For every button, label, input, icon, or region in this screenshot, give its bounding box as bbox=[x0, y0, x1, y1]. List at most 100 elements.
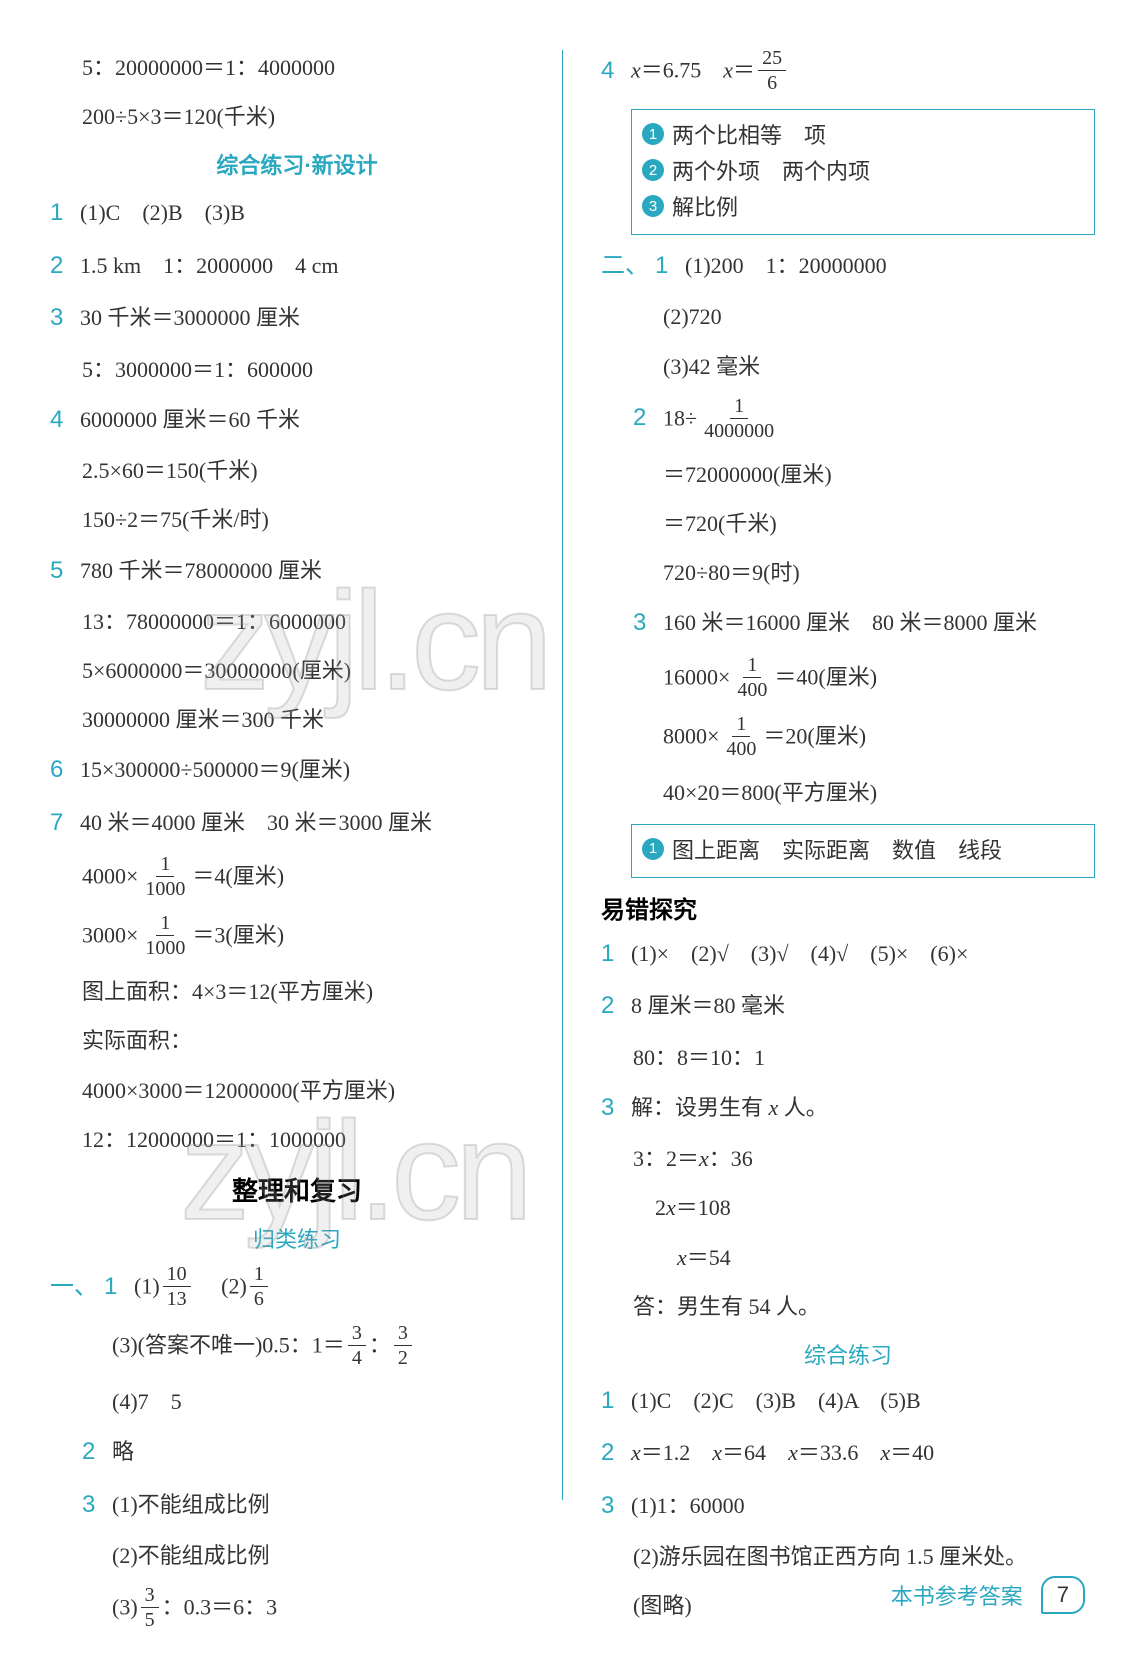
circled-number: 2 bbox=[642, 159, 664, 181]
text: (1)1：60000 bbox=[631, 1488, 1095, 1523]
text: 2.5×60＝150(千米) bbox=[82, 453, 544, 488]
box-line: 3解比例 bbox=[642, 190, 1084, 222]
text: 略 bbox=[112, 1434, 544, 1469]
numerator: 3 bbox=[141, 1585, 159, 1608]
text: (1)C (2)C (3)B (4)A (5)B bbox=[631, 1383, 1095, 1418]
denominator: 1000 bbox=[141, 877, 189, 899]
text: 图上距离 实际距离 数值 线段 bbox=[672, 833, 1002, 865]
text: 5：20000000＝1：4000000 bbox=[82, 50, 544, 85]
denominator: 1000 bbox=[141, 936, 189, 958]
item: 2 18÷14000000 bbox=[601, 398, 1095, 443]
item-number: 3 bbox=[601, 1487, 621, 1525]
item: 3 (1)1：60000 bbox=[601, 1487, 1095, 1525]
text: 答：男生有 54 人。 bbox=[633, 1289, 1095, 1324]
text: 两个外项 两个内项 bbox=[672, 154, 870, 186]
fraction: 1013 bbox=[163, 1264, 191, 1309]
text: 5：3000000＝1：600000 bbox=[82, 352, 544, 387]
heading: 综合练习·新设计 bbox=[50, 148, 544, 180]
sub-line: 图上面积：4×3＝12(平方厘米) bbox=[50, 974, 544, 1009]
sub-line: 5：3000000＝1：600000 bbox=[50, 352, 544, 387]
text: 图上面积：4×3＝12(平方厘米) bbox=[82, 974, 544, 1009]
item-number: 3 bbox=[633, 604, 653, 642]
text: ＝20(厘米) bbox=[763, 723, 866, 748]
sub-line: ＝72000000(厘米) bbox=[601, 457, 1095, 492]
text: 解：设男生有 x 人。 bbox=[631, 1090, 1095, 1125]
text: 2x＝108 bbox=[633, 1190, 1095, 1225]
box-line: 2 两个外项 两个内项 bbox=[642, 154, 1084, 186]
item-number: 1 bbox=[601, 935, 621, 973]
text: (3)35：0.3＝6：3 bbox=[112, 1587, 544, 1632]
text: 4000× bbox=[82, 864, 138, 889]
text: (1)1013 (2)16 bbox=[134, 1266, 544, 1311]
heading: 归类练习 bbox=[50, 1222, 544, 1254]
text: (1)C (2)B (3)B bbox=[80, 195, 544, 230]
sub-line: 2x＝108 bbox=[601, 1190, 1095, 1225]
sub-line: (3)42 毫米 bbox=[601, 349, 1095, 384]
page-number: 7 bbox=[1041, 1576, 1085, 1614]
text: (3)(答案不唯一)0.5：1＝34：32 bbox=[112, 1325, 544, 1370]
text: 18÷14000000 bbox=[663, 398, 1095, 443]
item: 330 千米＝3000000 厘米 bbox=[50, 299, 544, 337]
text: 80：8＝10：1 bbox=[633, 1040, 1095, 1075]
text: 8000× bbox=[663, 723, 719, 748]
text: x＝1.2 x＝64 x＝33.6 x＝40 bbox=[631, 1435, 1095, 1470]
sub-line: (2)游乐园在图书馆正西方向 1.5 厘米处。 bbox=[601, 1539, 1095, 1574]
text: (2) bbox=[221, 1274, 247, 1299]
numerator: 25 bbox=[758, 48, 786, 71]
item-number: 6 bbox=[50, 751, 70, 789]
fraction: 14000000 bbox=[700, 396, 778, 441]
item-number: 1 bbox=[601, 1382, 621, 1420]
item: 1 (1)C (2)C (3)B (4)A (5)B bbox=[601, 1382, 1095, 1420]
item-number: 2 bbox=[601, 1434, 621, 1472]
text: 解比例 bbox=[672, 190, 738, 222]
item-number: 1 bbox=[50, 194, 70, 232]
item: 3160 米＝16000 厘米 80 米＝8000 厘米 bbox=[601, 604, 1095, 642]
circled-number: 1 bbox=[642, 123, 664, 145]
text: 30000000 厘米＝300 千米 bbox=[82, 702, 544, 737]
sub-line: (2)不能组成比例 bbox=[50, 1538, 544, 1573]
item: 3(1)不能组成比例 bbox=[50, 1486, 544, 1524]
text: 12：12000000＝1：1000000 bbox=[82, 1122, 544, 1157]
text: ＝72000000(厘米) bbox=[663, 457, 1095, 492]
text: ＝40(厘米) bbox=[774, 664, 877, 689]
item: 1(1)× (2)√ (3)√ (4)√ (5)× (6)× bbox=[601, 935, 1095, 973]
sub-line: 13：78000000＝1：6000000 bbox=[50, 604, 544, 639]
circled-number: 1 bbox=[642, 838, 664, 860]
fraction: 1400 bbox=[722, 714, 760, 759]
text: 15×300000÷500000＝9(厘米) bbox=[80, 752, 544, 787]
item-number: 2 bbox=[50, 247, 70, 285]
text: 1.5 km 1：2000000 4 cm bbox=[80, 248, 544, 283]
text: 3：2＝x：36 bbox=[633, 1141, 1095, 1176]
numerator: 3 bbox=[394, 1323, 412, 1346]
heading: 易错探究 bbox=[601, 890, 1095, 925]
sub-line: 150÷2＝75(千米/时) bbox=[50, 502, 544, 537]
box-line: 1两个比相等 项 bbox=[642, 118, 1084, 150]
text: (2)不能组成比例 bbox=[112, 1538, 544, 1573]
sub-line: (2)720 bbox=[601, 299, 1095, 334]
numerator: 3 bbox=[348, 1323, 366, 1346]
numerator: 1 bbox=[250, 1264, 268, 1287]
frac-line: 8000×1400＝20(厘米) bbox=[601, 716, 1095, 761]
text: 5×6000000＝30000000(厘米) bbox=[82, 653, 544, 688]
sub-line: 30000000 厘米＝300 千米 bbox=[50, 702, 544, 737]
text: ＝3(厘米) bbox=[192, 923, 284, 948]
text: ： bbox=[369, 1333, 391, 1358]
denominator: 400 bbox=[722, 737, 760, 759]
text: (3) bbox=[112, 1595, 138, 1620]
text: (3)(答案不唯一)0.5：1＝ bbox=[112, 1333, 345, 1358]
frac-line: 16000×1400＝40(厘米) bbox=[601, 657, 1095, 702]
text: (1)200 1：20000000 bbox=[685, 248, 1095, 283]
summary-box: 1两个比相等 项 2 两个外项 两个内项 3解比例 bbox=[631, 109, 1095, 235]
text: 4000×11000＝4(厘米) bbox=[82, 856, 544, 901]
text: (2)720 bbox=[663, 299, 1095, 334]
text: 18÷ bbox=[663, 405, 697, 430]
page-container: 5：20000000＝1：4000000 200÷5×3＝120(千米) 综合练… bbox=[0, 0, 1145, 1560]
section-label: 一、 bbox=[50, 1268, 98, 1306]
box-line: 1 图上距离 实际距离 数值 线段 bbox=[642, 833, 1084, 865]
item-number: 5 bbox=[50, 552, 70, 590]
item-number: 1 bbox=[104, 1268, 124, 1306]
item: 1 (1)C (2)B (3)B bbox=[50, 194, 544, 232]
sub-line: 720÷80＝9(时) bbox=[601, 555, 1095, 590]
text: 13：78000000＝1：6000000 bbox=[82, 604, 544, 639]
section-one: 一、 1 (1)1013 (2)16 bbox=[50, 1266, 544, 1311]
